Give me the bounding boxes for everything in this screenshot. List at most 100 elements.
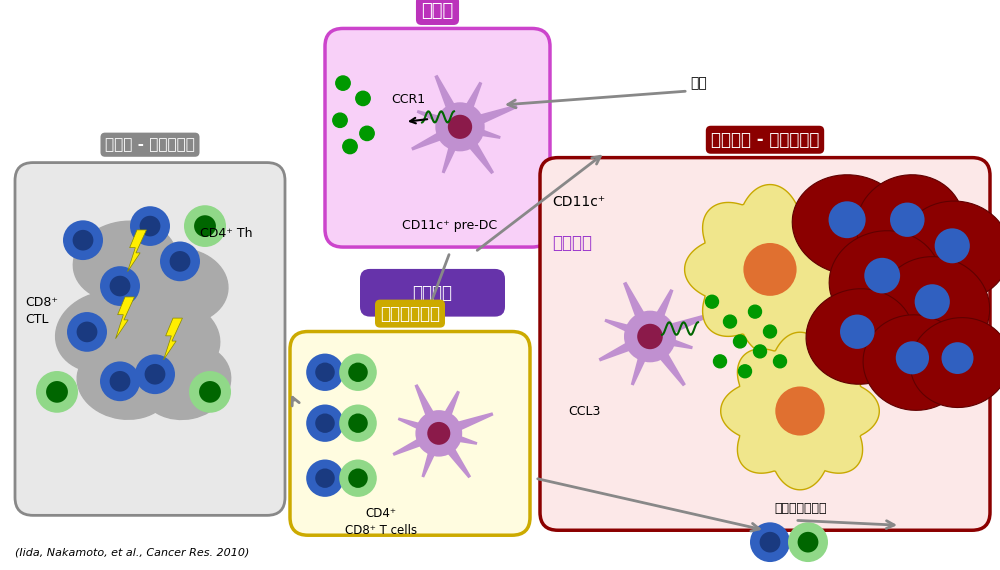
Text: (Iida, Nakamoto, et al., Cancer Res. 2010): (Iida, Nakamoto, et al., Cancer Res. 201… <box>15 547 249 557</box>
Circle shape <box>714 355 726 368</box>
Ellipse shape <box>792 175 908 275</box>
Circle shape <box>448 115 472 139</box>
Polygon shape <box>648 313 711 343</box>
Circle shape <box>194 215 216 237</box>
Circle shape <box>754 345 767 358</box>
Circle shape <box>170 251 190 272</box>
Polygon shape <box>458 104 518 133</box>
Ellipse shape <box>56 291 154 372</box>
Circle shape <box>315 363 335 382</box>
Polygon shape <box>411 121 463 150</box>
Circle shape <box>724 315 736 328</box>
Circle shape <box>46 381 68 403</box>
Ellipse shape <box>73 221 177 302</box>
FancyBboxPatch shape <box>360 269 505 316</box>
Circle shape <box>738 365 752 378</box>
Polygon shape <box>459 121 501 139</box>
Circle shape <box>315 469 335 488</box>
Circle shape <box>748 305 762 318</box>
Circle shape <box>743 243 797 296</box>
Circle shape <box>339 405 377 442</box>
Circle shape <box>775 386 825 435</box>
Circle shape <box>73 230 93 251</box>
Circle shape <box>706 295 718 308</box>
Circle shape <box>348 363 368 382</box>
Ellipse shape <box>863 315 967 410</box>
Circle shape <box>427 422 450 445</box>
Circle shape <box>184 205 226 247</box>
Ellipse shape <box>120 299 220 379</box>
Circle shape <box>160 242 200 281</box>
FancyBboxPatch shape <box>540 158 990 530</box>
Circle shape <box>100 266 140 306</box>
Circle shape <box>189 371 231 413</box>
Circle shape <box>336 76 350 90</box>
Ellipse shape <box>90 262 190 345</box>
Polygon shape <box>433 390 460 436</box>
Text: CCL3: CCL3 <box>568 405 600 417</box>
Polygon shape <box>433 430 471 478</box>
Circle shape <box>348 469 368 488</box>
Polygon shape <box>417 110 462 132</box>
Circle shape <box>110 371 130 392</box>
Text: CD4⁺ Th: CD4⁺ Th <box>200 227 252 239</box>
Polygon shape <box>116 297 134 339</box>
Text: CD8⁺
CTL: CD8⁺ CTL <box>25 296 58 325</box>
Text: CD11c⁺: CD11c⁺ <box>552 196 605 209</box>
FancyBboxPatch shape <box>15 162 285 515</box>
Circle shape <box>356 91 370 105</box>
Text: マクロファージ: マクロファージ <box>775 502 827 515</box>
Polygon shape <box>421 431 444 478</box>
Polygon shape <box>164 318 182 360</box>
Polygon shape <box>644 332 686 386</box>
Circle shape <box>36 371 78 413</box>
Circle shape <box>915 284 950 319</box>
Polygon shape <box>442 125 466 173</box>
Polygon shape <box>392 428 441 456</box>
Circle shape <box>890 202 925 237</box>
Text: 末梢血: 末梢血 <box>421 2 454 19</box>
Circle shape <box>339 459 377 497</box>
Text: 所属リンパ節: 所属リンパ節 <box>380 304 440 323</box>
Circle shape <box>339 353 377 391</box>
Circle shape <box>840 315 875 349</box>
Circle shape <box>829 201 866 238</box>
Ellipse shape <box>900 201 1000 300</box>
Polygon shape <box>398 417 441 438</box>
Ellipse shape <box>856 175 964 275</box>
Text: CD4⁺
CD8⁺ T cells: CD4⁺ CD8⁺ T cells <box>345 507 417 538</box>
Polygon shape <box>128 230 146 272</box>
Circle shape <box>774 355 786 368</box>
Circle shape <box>760 532 780 552</box>
Polygon shape <box>721 332 879 490</box>
FancyBboxPatch shape <box>325 28 550 247</box>
Circle shape <box>333 113 347 128</box>
Circle shape <box>199 381 221 403</box>
Ellipse shape <box>880 256 990 357</box>
Circle shape <box>110 276 130 296</box>
Circle shape <box>130 206 170 246</box>
Text: 未治療 - 肝がん結節: 未治療 - 肝がん結節 <box>105 137 195 152</box>
Circle shape <box>140 216 160 237</box>
Circle shape <box>435 102 485 152</box>
FancyBboxPatch shape <box>290 332 530 535</box>
Ellipse shape <box>910 317 1000 408</box>
Polygon shape <box>437 412 493 439</box>
Circle shape <box>145 364 165 385</box>
Text: 樹状細胞: 樹状細胞 <box>552 234 592 253</box>
Text: CD11c⁺ pre-DC: CD11c⁺ pre-DC <box>402 219 498 231</box>
Polygon shape <box>644 289 673 339</box>
Polygon shape <box>434 75 466 130</box>
Polygon shape <box>437 428 477 445</box>
Circle shape <box>343 139 357 154</box>
Circle shape <box>67 312 107 352</box>
Polygon shape <box>623 282 657 340</box>
Circle shape <box>798 532 818 552</box>
Circle shape <box>63 221 103 260</box>
Circle shape <box>306 405 344 442</box>
Text: 誘導培養: 誘導培養 <box>413 284 452 302</box>
Circle shape <box>734 335 746 348</box>
Circle shape <box>896 341 929 374</box>
Polygon shape <box>415 384 445 436</box>
Circle shape <box>415 410 462 457</box>
